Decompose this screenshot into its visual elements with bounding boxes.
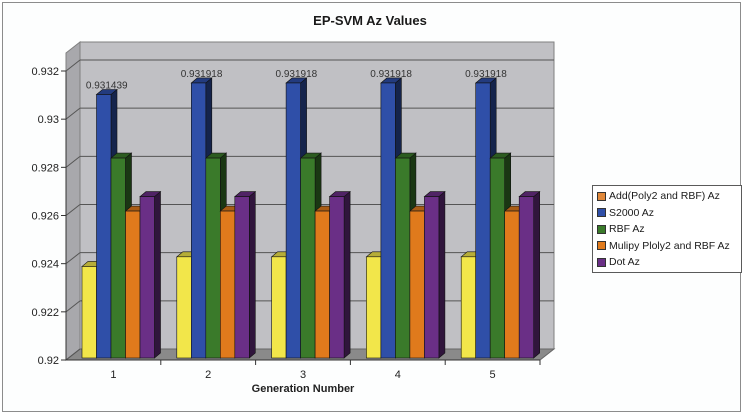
svg-text:5: 5 (490, 369, 496, 381)
svg-text:0.924: 0.924 (31, 259, 59, 271)
legend-item: Mulipy Ploly2 and RBF Az (597, 238, 741, 255)
legend-swatch-icon (597, 224, 606, 234)
svg-text:0.928: 0.928 (31, 162, 59, 174)
legend-swatch-icon (597, 191, 606, 201)
bar (139, 190, 162, 359)
legend-swatch-icon (597, 241, 606, 251)
legend-item: Add(Poly2 and RBF) Az (597, 188, 741, 205)
svg-text:0.931918: 0.931918 (181, 69, 223, 80)
bar (423, 190, 446, 359)
svg-text:0.931918: 0.931918 (370, 69, 412, 80)
svg-text:0.926: 0.926 (31, 211, 59, 223)
legend-item: S2000 Az (597, 205, 741, 222)
legend-swatch-icon (597, 257, 606, 267)
svg-text:1: 1 (110, 369, 116, 381)
svg-text:3: 3 (300, 369, 306, 381)
svg-text:0.932: 0.932 (31, 66, 59, 78)
bar (518, 190, 541, 359)
svg-text:0.931918: 0.931918 (465, 69, 507, 80)
svg-text:0.922: 0.922 (31, 307, 59, 319)
svg-text:0.931918: 0.931918 (275, 69, 317, 80)
svg-text:Generation Number: Generation Number (252, 383, 355, 395)
legend-swatch-icon (597, 208, 606, 218)
chart-title: EP-SVM Az Values (313, 13, 427, 28)
svg-text:4: 4 (395, 369, 401, 381)
bar (328, 190, 351, 359)
legend-item: Dot Az (597, 254, 741, 271)
legend-item: RBF Az (597, 221, 741, 238)
svg-text:0.93: 0.93 (38, 114, 59, 126)
legend: Add(Poly2 and RBF) Az S2000 Az RBF Az Mu… (592, 185, 742, 273)
svg-text:0.92: 0.92 (38, 355, 59, 367)
svg-text:0.931439: 0.931439 (86, 81, 128, 92)
svg-text:2: 2 (205, 369, 211, 381)
bar (233, 190, 257, 359)
